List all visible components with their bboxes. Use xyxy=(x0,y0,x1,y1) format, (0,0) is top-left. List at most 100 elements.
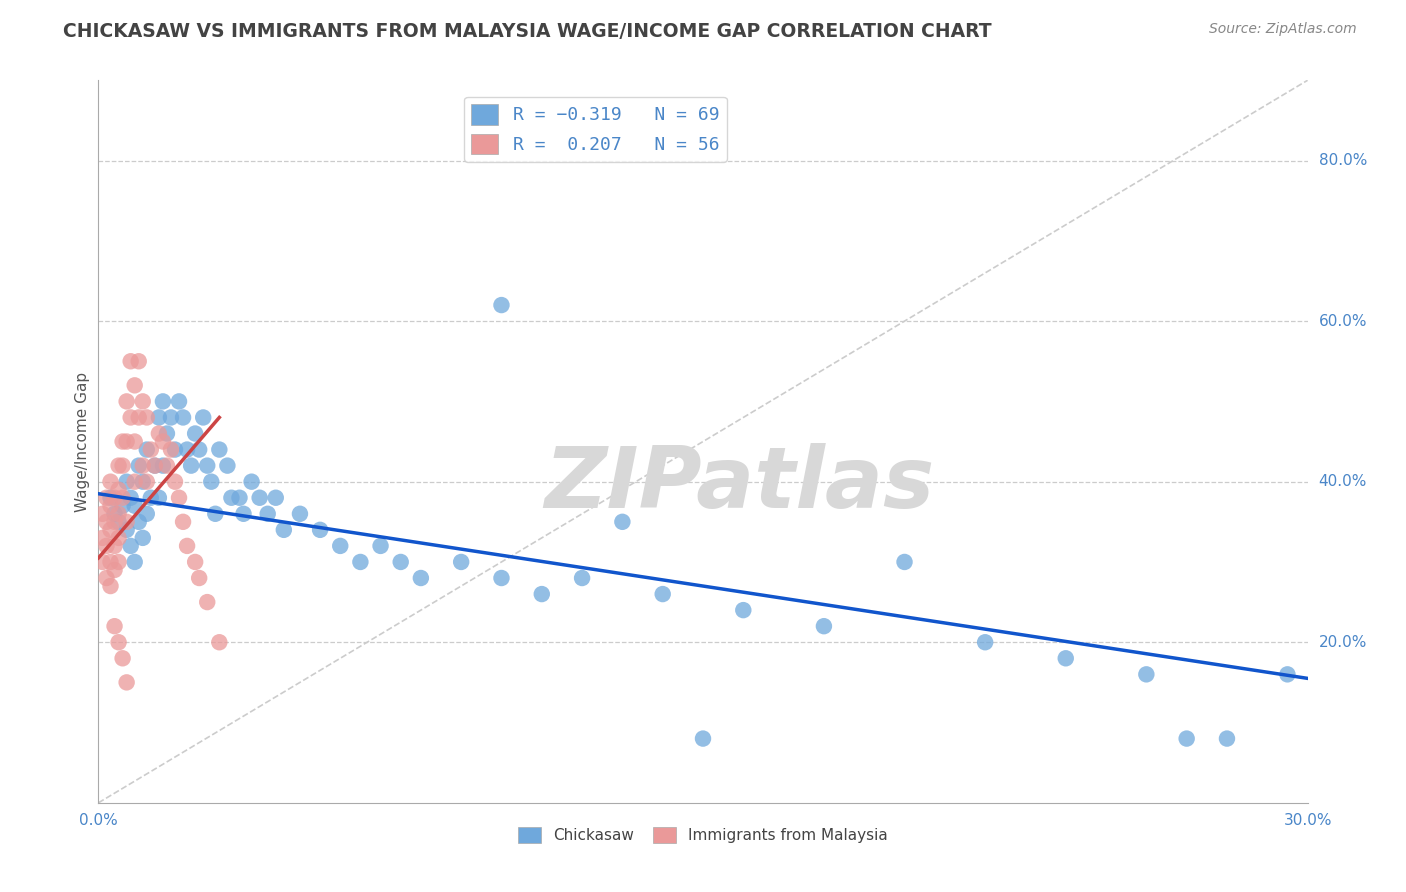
Point xyxy=(160,442,183,457)
Text: 20.0%: 20.0% xyxy=(1319,635,1367,649)
Point xyxy=(692,731,714,746)
Point xyxy=(96,515,118,529)
Point xyxy=(115,434,138,449)
Point xyxy=(124,555,146,569)
Point xyxy=(450,555,472,569)
Point xyxy=(571,571,593,585)
Point xyxy=(111,434,134,449)
Point xyxy=(103,563,125,577)
Point xyxy=(329,539,352,553)
Point xyxy=(100,579,122,593)
Point xyxy=(309,523,332,537)
Point xyxy=(156,426,179,441)
Point xyxy=(152,394,174,409)
Point xyxy=(91,531,114,545)
Point xyxy=(273,523,295,537)
Text: 60.0%: 60.0% xyxy=(1319,314,1367,328)
Point xyxy=(132,531,155,545)
Point xyxy=(1054,651,1077,665)
Point xyxy=(974,635,997,649)
Text: Source: ZipAtlas.com: Source: ZipAtlas.com xyxy=(1209,22,1357,37)
Point xyxy=(195,458,218,473)
Point xyxy=(139,491,162,505)
Y-axis label: Wage/Income Gap: Wage/Income Gap xyxy=(75,371,90,512)
Point xyxy=(100,555,122,569)
Point xyxy=(128,515,150,529)
Point xyxy=(249,491,271,505)
Point xyxy=(100,475,122,489)
Text: 80.0%: 80.0% xyxy=(1319,153,1367,168)
Point xyxy=(232,507,254,521)
Point xyxy=(96,539,118,553)
Point xyxy=(172,515,194,529)
Point xyxy=(120,491,142,505)
Point xyxy=(188,442,211,457)
Point xyxy=(221,491,243,505)
Point xyxy=(120,539,142,553)
Point xyxy=(143,458,166,473)
Point xyxy=(103,619,125,633)
Point xyxy=(200,475,222,489)
Point xyxy=(115,475,138,489)
Point xyxy=(813,619,835,633)
Point xyxy=(100,491,122,505)
Point xyxy=(651,587,673,601)
Point xyxy=(172,410,194,425)
Point xyxy=(91,507,114,521)
Point xyxy=(256,507,278,521)
Point xyxy=(128,354,150,368)
Point xyxy=(135,410,157,425)
Text: ZIPatlas: ZIPatlas xyxy=(544,443,935,526)
Point xyxy=(228,491,250,505)
Point xyxy=(160,410,183,425)
Point xyxy=(152,458,174,473)
Point xyxy=(143,458,166,473)
Point xyxy=(111,491,134,505)
Point xyxy=(389,555,412,569)
Point xyxy=(491,571,513,585)
Point xyxy=(167,491,190,505)
Point xyxy=(349,555,371,569)
Point xyxy=(370,539,392,553)
Point xyxy=(148,410,170,425)
Text: 40.0%: 40.0% xyxy=(1319,475,1367,489)
Point xyxy=(893,555,915,569)
Point xyxy=(115,515,138,529)
Point xyxy=(240,475,263,489)
Point xyxy=(148,491,170,505)
Point xyxy=(111,651,134,665)
Point xyxy=(111,458,134,473)
Point xyxy=(107,531,129,545)
Point xyxy=(128,458,150,473)
Point xyxy=(167,394,190,409)
Point xyxy=(124,434,146,449)
Point xyxy=(132,458,155,473)
Point xyxy=(152,434,174,449)
Point xyxy=(132,394,155,409)
Point xyxy=(180,458,202,473)
Point xyxy=(124,378,146,392)
Point xyxy=(107,483,129,497)
Point xyxy=(115,523,138,537)
Point xyxy=(148,426,170,441)
Point xyxy=(176,539,198,553)
Point xyxy=(135,507,157,521)
Point xyxy=(139,442,162,457)
Point xyxy=(288,507,311,521)
Point xyxy=(1216,731,1239,746)
Point xyxy=(733,603,755,617)
Point xyxy=(163,475,186,489)
Point xyxy=(264,491,287,505)
Text: CHICKASAW VS IMMIGRANTS FROM MALAYSIA WAGE/INCOME GAP CORRELATION CHART: CHICKASAW VS IMMIGRANTS FROM MALAYSIA WA… xyxy=(63,22,991,41)
Point xyxy=(96,491,118,505)
Point xyxy=(124,475,146,489)
Point xyxy=(111,499,134,513)
Point xyxy=(103,515,125,529)
Point xyxy=(91,555,114,569)
Point xyxy=(96,571,118,585)
Point xyxy=(204,507,226,521)
Point xyxy=(115,675,138,690)
Point xyxy=(103,539,125,553)
Point xyxy=(107,507,129,521)
Point xyxy=(176,442,198,457)
